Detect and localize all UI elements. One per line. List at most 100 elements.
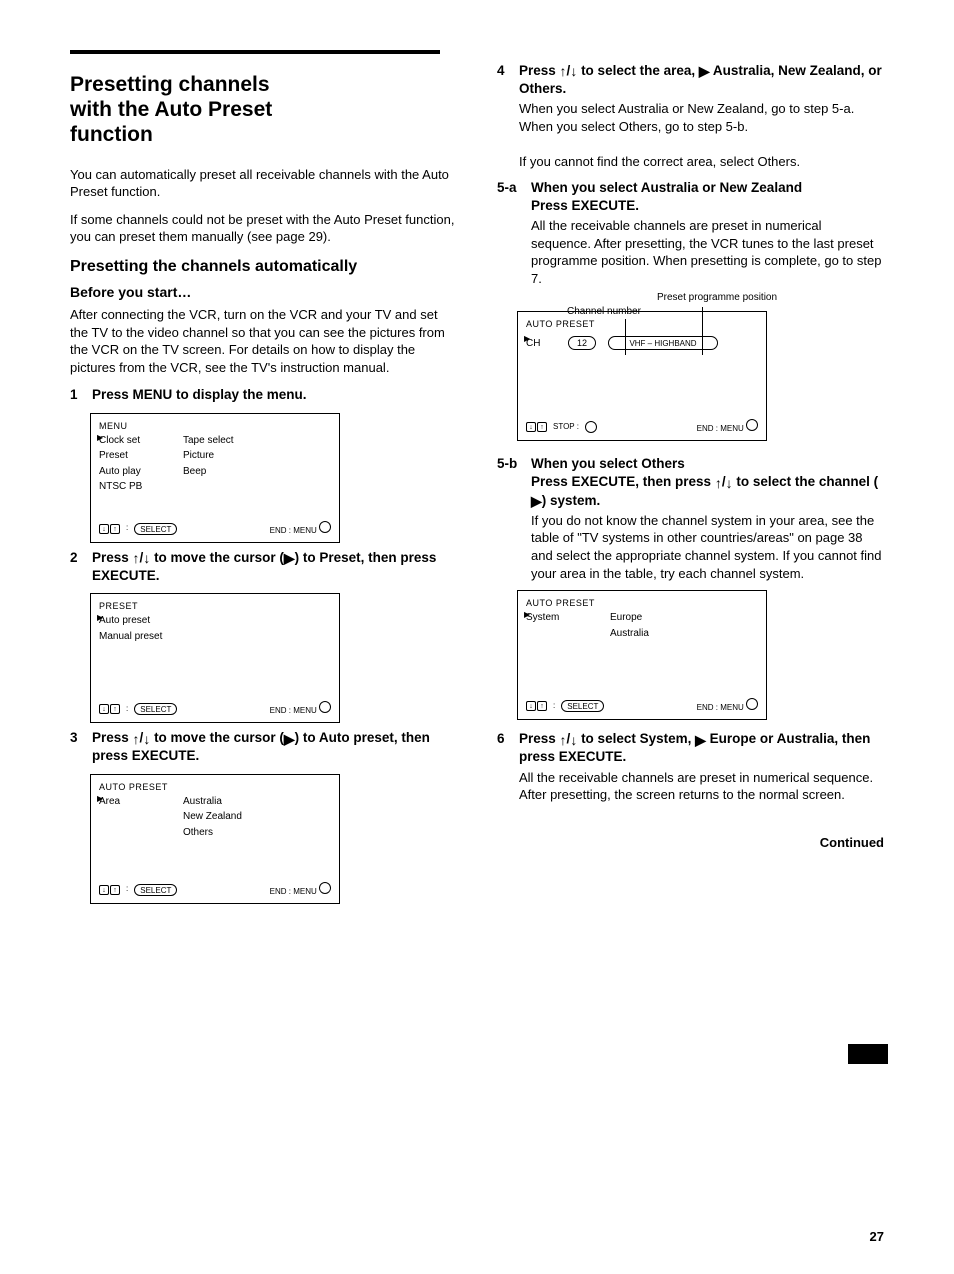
menu-item: Manual preset <box>99 630 171 644</box>
cursor-icon: ▶ <box>524 610 530 621</box>
screen-preset: PRESET ▶ Auto preset Manual preset ↓↑ : … <box>90 593 340 723</box>
cursor-icon: ▶ <box>524 334 530 345</box>
step-5b-num: 5-b <box>497 455 523 582</box>
menu-item: Others <box>183 826 213 840</box>
screen-auto-preset-system: AUTO PRESET ▶ System Europe Australia ↓↑ … <box>517 590 767 720</box>
arrow-down-icon: ↓ <box>726 476 733 490</box>
arrow-up-icon: ↑ <box>715 476 722 490</box>
step-5a: 5-a When you select Australia or New Zea… <box>497 179 884 288</box>
end-label: END : MENU <box>270 882 331 898</box>
menu-button <box>319 882 331 894</box>
t: to move the cursor ( <box>150 730 284 745</box>
menu-row: Auto preset <box>99 614 331 628</box>
t: Press <box>92 730 133 745</box>
t: When you select Australia or <box>519 101 684 116</box>
screen-ap-title: AUTO PRESET <box>99 781 331 793</box>
before-body: After connecting the VCR, turn on the VC… <box>70 306 457 376</box>
end-text: END : MENU <box>270 887 317 896</box>
page-number: 27 <box>870 1228 884 1246</box>
menu-button <box>319 701 331 713</box>
end-text: END : MENU <box>270 706 317 715</box>
screen-footer: ↓↑ : SELECT END : MENU <box>526 698 758 714</box>
t: Press EXECUTE, then press <box>531 474 715 489</box>
arrow-right-icon: ▶ <box>695 733 706 747</box>
select-button: SELECT <box>134 884 177 896</box>
nav-updown-icon: ↓↑ <box>99 704 120 714</box>
menu-row: Clock setTape select <box>99 434 331 448</box>
t: All the receivable channels are preset i… <box>519 769 884 804</box>
select-button: SELECT <box>134 703 177 715</box>
step-6: 6 Press ↑/↓ to select System, ▶ Europe o… <box>497 730 884 804</box>
step-4: 4 Press ↑/↓ to select the area, ▶ Austra… <box>497 62 884 171</box>
cursor-icon: ▶ <box>97 613 103 624</box>
menu-item: Area <box>99 795 171 809</box>
menu-item <box>99 826 171 840</box>
t: to select the area, <box>577 63 699 78</box>
arrow-right-icon: ▶ <box>531 494 542 508</box>
menu-item: Beep <box>183 465 206 479</box>
menu-item <box>99 810 171 824</box>
step-5a-text: When you select Australia or New Zealand… <box>531 179 884 288</box>
screen-auto-preset-area: AUTO PRESET ▶ AreaAustralia New Zealand … <box>90 774 340 904</box>
step-4-num: 4 <box>497 62 511 171</box>
title-line2: with the Auto Preset <box>70 98 272 121</box>
step-3-num: 3 <box>70 729 84 765</box>
arrow-right-icon: ▶ <box>699 64 710 78</box>
menu-item: Australia <box>183 795 222 809</box>
callout-preset-position: Preset programme position <box>657 291 787 305</box>
menu-item: Auto play <box>99 465 171 479</box>
band-value: VHF – HIGHBAND <box>608 336 718 350</box>
menu-row: Manual preset <box>99 630 331 644</box>
nav-updown-icon: ↓↑ <box>526 701 547 711</box>
step-6-num: 6 <box>497 730 511 804</box>
menu-button <box>746 419 758 431</box>
screen-footer: ↓↑ STOP : END : MENU <box>526 419 758 435</box>
step-2-text: Press ↑/↓ to move the cursor (▶) to Pres… <box>92 549 457 585</box>
menu-row: System Europe <box>526 611 758 625</box>
t: Press <box>519 731 560 746</box>
step-1: 1 Press MENU to display the menu. <box>70 386 457 404</box>
t: Press <box>519 63 560 78</box>
menu-button <box>319 521 331 533</box>
menu-item: NTSC PB <box>99 480 171 494</box>
arrow-right-icon: ▶ <box>284 551 295 565</box>
menu-item: CH <box>526 337 556 351</box>
screen-footer: ↓↑ : SELECT END : MENU <box>99 701 331 717</box>
stop-label: STOP : <box>553 422 579 433</box>
nav-updown-icon: ↓↑ <box>99 524 120 534</box>
intro-2: If some channels could not be preset wit… <box>70 211 457 246</box>
cursor-icon: ▶ <box>97 433 103 444</box>
menu-row: Australia <box>526 627 758 641</box>
t: ) system. <box>542 493 601 508</box>
screen-menu: MENU ▶ Clock setTape select PresetPictur… <box>90 413 340 543</box>
step-6-text: Press ↑/↓ to select System, ▶ Europe or … <box>519 730 884 804</box>
menu-row: Others <box>99 826 331 840</box>
menu-item: Auto preset <box>99 614 171 628</box>
end-label: END : MENU <box>697 698 758 714</box>
screen-ap-sys-title: AUTO PRESET <box>526 597 758 609</box>
t: If you cannot find the correct area, sel… <box>519 154 800 169</box>
step-5b-text: When you select Others Press EXECUTE, th… <box>531 455 884 582</box>
arrow-up-icon: ↑ <box>133 551 140 565</box>
menu-item: System <box>526 611 598 625</box>
end-text: END : MENU <box>697 703 744 712</box>
continued-label: Continued <box>497 834 884 852</box>
arrow-right-icon: ▶ <box>284 732 295 746</box>
menu-row: Auto play Beep <box>99 465 331 479</box>
menu-row: Preset Picture <box>99 449 331 463</box>
screen-5a-wrap: Channel number Preset programme position… <box>497 311 884 441</box>
end-text: END : MENU <box>270 526 317 535</box>
t: When you select Others <box>531 456 685 471</box>
end-label: END : MENU <box>270 701 331 717</box>
menu-item: Picture <box>183 449 214 463</box>
menu-item: Preset <box>99 449 171 463</box>
screen-preset-title: PRESET <box>99 600 331 612</box>
menu-item: Tape select <box>183 434 234 448</box>
section-rule <box>70 50 440 54</box>
before-label: Before you start… <box>70 283 457 302</box>
t: New Zealand, go to step 5-a. <box>687 101 854 116</box>
menu-item: Europe <box>610 611 642 625</box>
arrow-up-icon: ↑ <box>133 732 140 746</box>
menu-button <box>746 698 758 710</box>
screen-ap-run-title: AUTO PRESET <box>526 318 758 330</box>
